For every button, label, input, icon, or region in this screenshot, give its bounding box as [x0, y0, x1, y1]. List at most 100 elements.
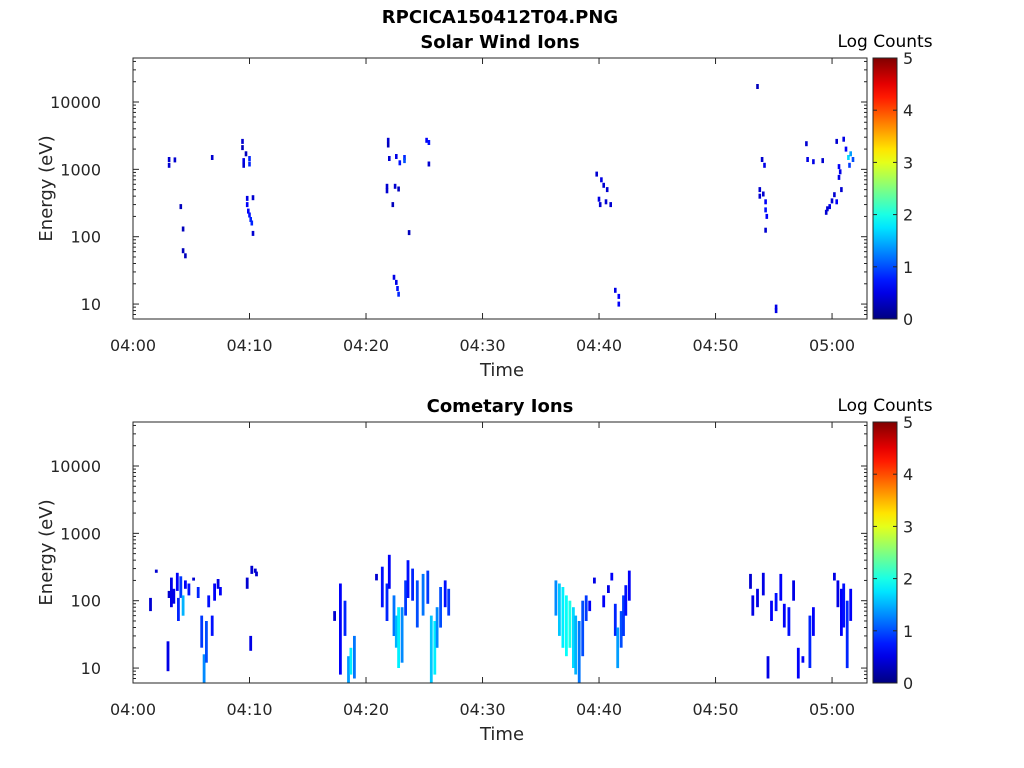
data-cell: [602, 182, 605, 188]
data-marks: [149, 554, 853, 683]
data-column: [845, 600, 849, 669]
data-cell: [758, 187, 762, 193]
x-tick-label: 04:20: [343, 700, 389, 719]
colorbar-gradient: [872, 421, 898, 684]
data-column: [343, 600, 347, 636]
data-cell: [840, 187, 843, 193]
data-column: [779, 573, 783, 601]
data-column: [202, 654, 206, 683]
data-cell: [245, 195, 249, 201]
data-cell: [388, 156, 391, 161]
colorbar-tick-label: 2: [903, 570, 913, 589]
data-column: [255, 571, 258, 577]
data-column: [761, 572, 765, 596]
data-cell: [167, 157, 171, 162]
data-cell: [604, 199, 608, 205]
data-column: [833, 572, 836, 581]
data-column: [172, 588, 176, 604]
data-cell: [385, 183, 389, 189]
data-column: [253, 568, 257, 573]
data-column: [840, 588, 843, 636]
data-cell: [245, 202, 249, 208]
colorbar-tick-label: 0: [903, 674, 913, 693]
colorbar-tick-label: 3: [903, 153, 913, 172]
data-column: [554, 580, 558, 616]
data-column: [392, 595, 396, 636]
plot-frame: [132, 421, 868, 684]
data-column: [184, 580, 187, 589]
data-column: [581, 600, 585, 657]
data-column: [187, 583, 191, 596]
data-column: [574, 615, 578, 675]
data-column: [387, 554, 391, 589]
data-cell: [244, 151, 248, 157]
data-column: [624, 585, 628, 616]
data-column: [616, 627, 620, 669]
y-tick-label: 100: [70, 592, 101, 611]
data-cell: [248, 212, 251, 218]
data-column: [426, 570, 430, 604]
data-column: [584, 595, 588, 621]
data-cell: [181, 226, 185, 232]
data-column: [347, 656, 350, 683]
x-tick-label: 05:00: [809, 336, 855, 355]
data-column: [175, 572, 179, 591]
data-cell: [251, 195, 255, 201]
data-column: [577, 621, 581, 683]
x-tick-label: 04:40: [576, 336, 622, 355]
x-axis-label: Time: [479, 360, 524, 381]
data-column: [751, 595, 755, 616]
colorbar-tick-label: 5: [903, 413, 913, 432]
data-column: [154, 569, 158, 573]
colorbar: Log Counts 0 1 2 3 4 5: [837, 32, 932, 329]
data-column: [429, 615, 433, 683]
y-axis-label: Energy (eV): [36, 135, 57, 241]
data-cell: [241, 145, 244, 151]
data-cell: [184, 253, 187, 259]
panel-title: Solar Wind Ions: [420, 32, 579, 53]
x-tick-label: 05:00: [809, 700, 855, 719]
data-column: [619, 611, 623, 648]
data-cell: [395, 279, 398, 285]
data-cell: [847, 155, 850, 160]
data-column: [588, 600, 592, 612]
colorbar-tick-label: 0: [903, 310, 913, 329]
x-tick-label: 04:50: [692, 336, 738, 355]
data-cell: [835, 199, 838, 205]
data-cell: [764, 199, 767, 205]
x-tick-label: 04:00: [110, 336, 156, 355]
colorbar-tick-label: 2: [903, 206, 913, 225]
data-column: [394, 615, 398, 648]
data-cell: [396, 286, 399, 291]
data-column: [349, 647, 353, 675]
data-cell: [247, 208, 250, 214]
data-cell: [242, 162, 245, 168]
data-cell: [393, 183, 397, 189]
colorbar-tick-label: 3: [903, 517, 913, 536]
data-column: [558, 583, 561, 636]
plot-frame: [132, 57, 868, 320]
data-column: [796, 647, 800, 679]
data-column: [627, 570, 631, 601]
data-column: [439, 587, 442, 628]
cometary-ions-panel: 04:00 04:10 04:20 04:30 04:40 04:50 05:0010100…: [36, 396, 933, 745]
data-column: [792, 580, 795, 601]
data-cell: [251, 230, 255, 236]
data-cell: [249, 217, 252, 222]
data-cell: [617, 301, 621, 307]
data-cell: [774, 308, 778, 314]
data-column: [170, 577, 173, 608]
data-cell: [848, 162, 851, 168]
data-cell: [397, 186, 400, 192]
data-cell: [833, 192, 836, 198]
data-column: [245, 577, 249, 589]
data-column: [808, 615, 812, 668]
data-cell: [600, 177, 603, 183]
data-column: [250, 565, 254, 574]
data-cell: [427, 161, 431, 167]
x-axis-label: Time: [479, 724, 524, 745]
data-column: [849, 588, 853, 621]
data-cell: [391, 202, 395, 208]
data-cell: [762, 191, 765, 197]
